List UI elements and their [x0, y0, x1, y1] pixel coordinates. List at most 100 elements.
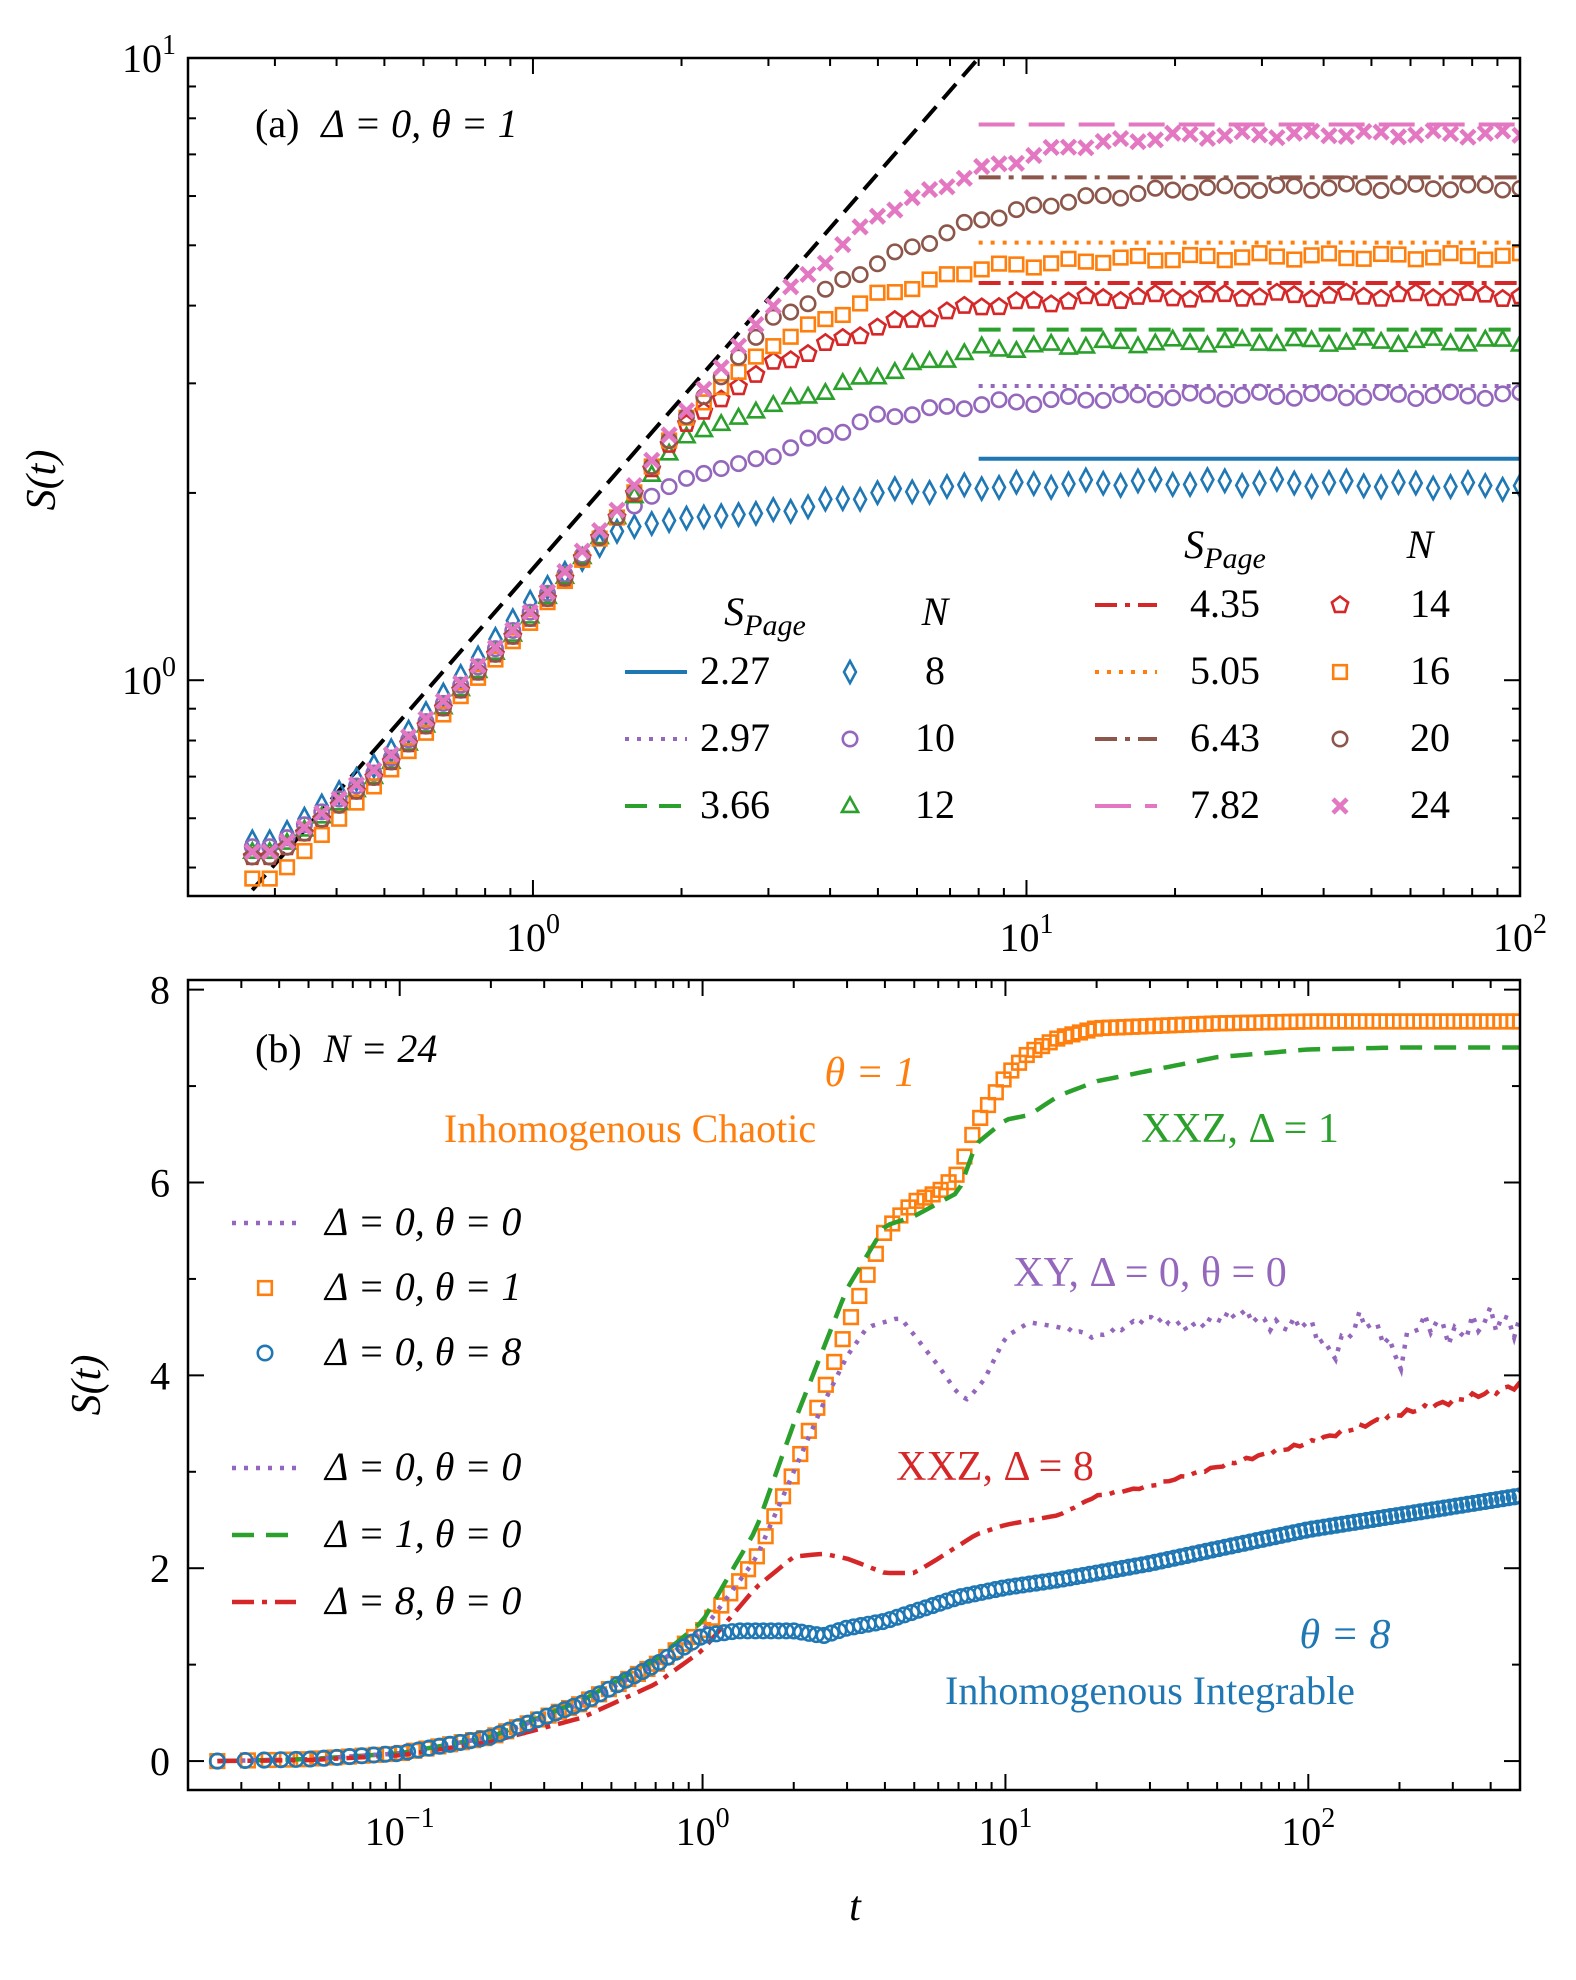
marker-n-8 — [1512, 471, 1520, 500]
marker-integrable — [1370, 1509, 1388, 1528]
marker-n-12 — [1127, 334, 1149, 354]
marker-n-12 — [1440, 332, 1461, 351]
marker-chaotic — [748, 1548, 765, 1565]
marker-n-16 — [313, 826, 330, 844]
marker-n-10 — [1007, 393, 1025, 411]
x-tick-label-1: 101 — [999, 909, 1053, 960]
marker-n-24-stroke-2 — [1077, 139, 1095, 157]
annotation-inhomogenous-chaotic: Inhomogenous Chaotic — [444, 1106, 816, 1151]
marker-n-20 — [1303, 181, 1321, 199]
marker-n-16 — [244, 870, 261, 887]
marker-integrable — [1400, 1505, 1418, 1523]
annotation-xxz-delta-8: XXZ, Δ = 8 — [896, 1444, 1094, 1490]
marker-chaotic — [774, 1488, 792, 1505]
marker-integrable — [1447, 1497, 1465, 1515]
marker-n-10 — [1250, 383, 1269, 401]
marker-n-14 — [746, 364, 766, 383]
marker-integrable — [1376, 1509, 1394, 1527]
marker-integrable — [500, 1721, 518, 1739]
marker-n-8 — [1147, 465, 1163, 494]
marker-n-24 — [434, 692, 452, 710]
marker-n-24 — [625, 477, 643, 495]
marker-n-24 — [1389, 128, 1408, 146]
marker-n-24-stroke-2 — [538, 583, 557, 601]
marker-integrable — [353, 1747, 371, 1765]
marker-n-8 — [817, 485, 833, 514]
marker-n-24 — [1164, 124, 1182, 142]
marker-n-14 — [972, 297, 992, 316]
legend-marker-n-24 — [1331, 797, 1349, 815]
marker-n-8 — [1252, 469, 1267, 497]
marker-n-24-stroke-2 — [1268, 129, 1286, 147]
marker-n-16 — [1060, 250, 1077, 267]
marker-n-24 — [1233, 123, 1251, 141]
marker-n-20 — [1025, 196, 1043, 214]
marker-n-24-stroke-2 — [330, 790, 348, 808]
marker-n-20 — [816, 280, 834, 298]
marker-chaotic — [766, 1508, 783, 1525]
legend-label-3: Δ = 0, θ = 0 — [323, 1444, 521, 1489]
b-x-tick-label-1-exponent: 0 — [716, 1803, 730, 1834]
marker-n-16 — [1095, 254, 1112, 271]
marker-n-12 — [1301, 328, 1322, 348]
marker-n-24 — [1198, 129, 1217, 148]
marker-integrable — [573, 1694, 591, 1712]
marker-chaotic — [713, 1597, 730, 1614]
b-y-tick-label-3: 6 — [150, 1161, 170, 1206]
marker-n-24-stroke-1 — [1511, 126, 1520, 139]
marker-integrable — [565, 1697, 583, 1715]
marker-n-8 — [1269, 465, 1285, 494]
b-x-tick-label-3: 102 — [1281, 1803, 1335, 1854]
b-x-tick-label-1: 100 — [676, 1803, 730, 1854]
marker-n-10 — [1181, 384, 1199, 402]
marker-n-10 — [313, 803, 331, 821]
marker-n-8 — [609, 517, 625, 546]
x-tick-label-0-exponent: 0 — [546, 909, 560, 940]
marker-n-14 — [1354, 286, 1374, 305]
marker-integrable — [208, 1752, 226, 1770]
marker-integrable — [691, 1628, 709, 1646]
series-integrable — [208, 1487, 1520, 1770]
marker-integrable — [556, 1701, 574, 1719]
marker-n-14 — [919, 309, 940, 328]
marker-n-12 — [1422, 327, 1444, 346]
marker-n-10 — [1320, 384, 1338, 402]
marker-n-10 — [643, 487, 661, 505]
marker-n-24-stroke-2 — [920, 180, 939, 199]
b-y-tick-label-4: 8 — [150, 968, 170, 1013]
marker-n-14 — [1128, 286, 1148, 305]
marker-n-20 — [747, 328, 765, 346]
marker-integrable — [431, 1737, 449, 1755]
marker-n-10 — [973, 396, 991, 414]
marker-n-20 — [1442, 181, 1460, 199]
marker-integrable — [461, 1732, 479, 1750]
panel-b-y-axis-label: S(t) — [64, 1355, 110, 1416]
marker-n-24 — [1146, 131, 1164, 149]
marker-n-24 — [1372, 123, 1390, 141]
marker-n-14 — [1406, 282, 1426, 302]
marker-n-14 — [763, 351, 783, 370]
y-tick-label-1-base: 10 — [122, 36, 162, 81]
legend-header-s: S — [724, 589, 744, 634]
marker-n-10 — [1268, 387, 1286, 405]
marker-n-24-stroke-2 — [1129, 133, 1147, 151]
marker-n-14 — [1024, 290, 1044, 309]
marker-n-12 — [1492, 328, 1513, 347]
marker-n-24 — [782, 278, 800, 296]
legend-header-n-1: N — [1406, 522, 1436, 567]
marker-n-24-stroke-2 — [1459, 128, 1477, 146]
marker-n-24-stroke-2 — [1424, 122, 1442, 140]
legend-page-value-n-16: 5.05 — [1190, 648, 1260, 693]
marker-n-8 — [540, 573, 555, 602]
marker-n-16 — [1338, 250, 1355, 267]
marker-integrable — [315, 1749, 333, 1767]
marker-chaotic — [842, 1309, 860, 1326]
marker-n-16 — [973, 261, 990, 278]
marker-n-16 — [921, 271, 938, 288]
marker-n-8 — [713, 501, 729, 530]
marker-n-12 — [1388, 333, 1409, 353]
marker-n-14 — [1388, 283, 1409, 303]
marker-n-24-stroke-2 — [643, 451, 661, 469]
marker-n-16 — [1199, 247, 1216, 265]
